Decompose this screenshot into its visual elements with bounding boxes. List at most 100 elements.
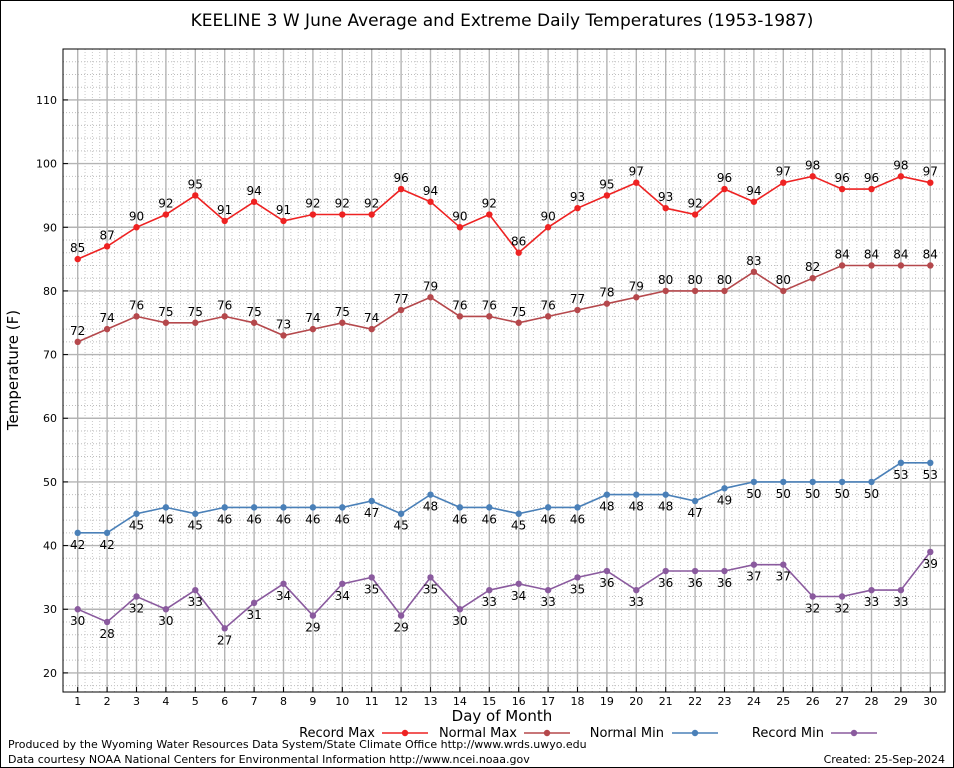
data-label: 79	[629, 279, 644, 293]
data-label: 27	[217, 633, 232, 647]
y-tick-label: 20	[43, 667, 57, 680]
data-point	[603, 192, 611, 199]
data-point	[309, 325, 317, 333]
data-point	[780, 478, 787, 486]
x-tick-label: 16	[512, 695, 526, 708]
data-point	[368, 574, 375, 581]
data-point	[515, 249, 522, 256]
data-label: 94	[746, 184, 761, 198]
x-tick-label: 13	[424, 695, 438, 708]
data-point	[456, 224, 464, 231]
data-label: 33	[893, 595, 908, 609]
y-tick-label: 30	[43, 603, 57, 616]
data-label: 97	[629, 165, 644, 179]
footer-data-courtesy: Data courtesy NOAA National Centers for …	[8, 753, 530, 766]
data-label: 48	[599, 500, 614, 514]
data-point	[780, 287, 787, 295]
data-label: 35	[570, 582, 585, 596]
data-label: 50	[805, 487, 820, 501]
x-tick-label: 17	[541, 695, 555, 708]
data-point	[427, 198, 434, 205]
data-point	[339, 319, 346, 326]
data-label: 46	[452, 512, 467, 526]
series-line-normal-min	[77, 461, 931, 534]
series-line-record-min	[77, 551, 931, 630]
data-label: 32	[834, 602, 849, 616]
data-label: 92	[335, 197, 350, 211]
data-label: 98	[805, 158, 820, 172]
data-label: 82	[805, 260, 820, 274]
data-label: 29	[305, 621, 320, 635]
data-label: 92	[687, 197, 702, 211]
data-point	[574, 204, 581, 212]
data-label: 92	[305, 197, 320, 211]
x-tick-label: 3	[133, 695, 140, 708]
data-point	[838, 262, 846, 269]
data-point	[221, 625, 228, 632]
series-record-min: 30 28 32 30 33 27 31 34 29 34 35 29 35 30 33 34 33 35 36 33…	[70, 548, 938, 647]
data-label: 75	[158, 305, 173, 319]
data-point	[633, 294, 640, 301]
data-point	[721, 567, 728, 575]
legend-marker	[850, 729, 858, 737]
legend-label: Record Min	[752, 726, 824, 741]
data-point	[662, 204, 669, 212]
data-point	[897, 459, 905, 467]
data-label: 37	[776, 570, 791, 584]
data-point	[721, 485, 728, 492]
data-point	[221, 217, 228, 225]
data-label: 34	[276, 589, 291, 603]
data-point	[809, 274, 816, 282]
data-label: 50	[834, 487, 849, 501]
data-point	[427, 574, 434, 581]
data-label: 90	[540, 209, 555, 223]
data-point	[397, 306, 405, 314]
data-point	[574, 306, 581, 314]
data-point	[339, 580, 346, 587]
data-point	[603, 491, 611, 498]
data-point	[868, 586, 875, 594]
x-axis-ticks: 1 2 3 4 5 6 7 8 9 10 11 12 13 14 15 16 17 18 19 20 21 22 23 24 2…	[74, 687, 937, 708]
legend-label: Normal Min	[590, 726, 664, 741]
data-point	[750, 478, 758, 486]
data-label: 53	[923, 468, 938, 482]
data-point	[544, 586, 552, 594]
data-label: 47	[364, 506, 379, 520]
data-point	[397, 612, 405, 619]
data-label: 48	[423, 500, 438, 514]
data-point	[486, 211, 493, 218]
data-label: 92	[158, 197, 173, 211]
data-point	[74, 529, 81, 537]
x-tick-label: 19	[600, 695, 614, 708]
data-point	[897, 262, 905, 269]
data-point	[309, 504, 317, 511]
data-label: 91	[217, 203, 232, 217]
x-tick-label: 7	[251, 695, 258, 708]
x-axis-title: Day of Month	[452, 707, 553, 725]
data-point	[192, 586, 199, 594]
data-point	[250, 504, 258, 511]
data-point	[721, 185, 728, 193]
x-tick-label: 23	[718, 695, 732, 708]
data-point	[544, 313, 552, 320]
data-point	[397, 185, 405, 193]
x-tick-label: 24	[747, 695, 761, 708]
data-label: 95	[599, 177, 614, 191]
data-point	[780, 561, 787, 568]
data-label: 80	[687, 273, 702, 287]
data-point	[809, 478, 816, 486]
y-tick-label: 50	[43, 476, 57, 489]
data-point	[103, 618, 111, 626]
data-point	[192, 319, 199, 326]
legend-label: Normal Max	[439, 726, 517, 741]
series-normal-min: 42 42 45 46 45 46 46 46 46 46 47 45 48 46 46 45 46 46 48 48…	[70, 459, 938, 552]
legend-label: Record Max	[299, 726, 375, 741]
data-point	[339, 211, 346, 218]
data-label: 47	[687, 506, 702, 520]
footer-created-date: Created: 25-Sep-2024	[824, 753, 945, 766]
data-point	[339, 504, 346, 511]
data-label: 91	[276, 203, 291, 217]
data-label: 94	[423, 184, 438, 198]
data-label: 42	[99, 538, 114, 552]
data-label: 35	[423, 582, 438, 596]
